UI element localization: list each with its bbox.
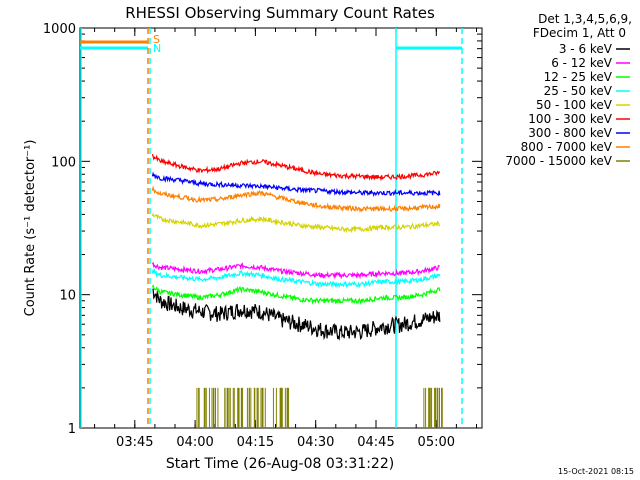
series-line — [151, 185, 441, 214]
series-line — [151, 171, 441, 198]
x-tick-label: 03:45 — [116, 435, 153, 450]
y-tick-label: 10 — [59, 289, 76, 304]
y-tick-label: 1000 — [43, 22, 76, 37]
y-axis: 1 10 100 1000 — [43, 22, 482, 437]
x-tick-label: 04:45 — [357, 435, 394, 450]
orbit-markers: SN — [80, 28, 463, 428]
series-300-800-kev — [151, 171, 441, 198]
data-series — [151, 153, 443, 428]
x-tick-label: 04:30 — [297, 435, 334, 450]
legend-label: 12 - 25 keV — [544, 70, 613, 84]
series-3-6-kev — [152, 288, 441, 341]
series-100-300-kev — [151, 153, 441, 182]
series-line — [152, 288, 441, 341]
x-tick-label: 04:00 — [176, 435, 213, 450]
legend-label: 25 - 50 keV — [544, 84, 613, 98]
y-tick-label: 1 — [68, 422, 76, 437]
series-6-12-kev — [151, 261, 440, 280]
series-12-25-kev — [151, 284, 441, 306]
footer-date: 15-Oct-2021 08:15 — [558, 467, 634, 476]
x-axis-label: Start Time (26-Aug-08 03:31:22) — [166, 456, 394, 472]
series-line — [151, 212, 441, 234]
chart-title: RHESSI Observing Summary Count Rates — [125, 4, 435, 22]
x-axis: 03:45 04:00 04:15 04:30 04:45 05:00 — [94, 28, 477, 450]
series-25-50-kev — [151, 267, 441, 289]
series-800-7000-kev — [151, 185, 441, 214]
legend-label: 100 - 300 keV — [528, 112, 612, 126]
saa-flag-label: S — [153, 33, 160, 46]
legend-label: 6 - 12 keV — [551, 56, 613, 70]
night-flag-label: N — [153, 42, 161, 55]
series-line — [151, 153, 441, 182]
legend-label: 300 - 800 keV — [528, 126, 612, 140]
y-axis-label: Count Rate (s⁻¹ detector⁻¹) — [23, 140, 38, 317]
legend-label: 7000 - 15000 keV — [505, 154, 612, 168]
legend-label: 50 - 100 keV — [536, 98, 613, 112]
legend-label: 800 - 7000 keV — [521, 140, 613, 154]
series-line — [151, 261, 440, 280]
legend-label: 3 - 6 keV — [559, 42, 613, 56]
series-7000-15000-kev — [196, 387, 443, 428]
series-line — [151, 267, 441, 289]
legend: Det 1,3,4,5,6,9, FDecim 1, Att 0 3 - 6 k… — [505, 12, 632, 168]
series-line — [151, 284, 441, 306]
y-tick-label: 100 — [51, 155, 76, 170]
series-50-100-kev — [151, 212, 441, 234]
legend-header-line-1: Det 1,3,4,5,6,9, — [538, 12, 632, 26]
x-tick-label: 05:00 — [418, 435, 455, 450]
x-tick-label: 04:15 — [237, 435, 274, 450]
legend-header-line-2: FDecim 1, Att 0 — [533, 26, 626, 40]
